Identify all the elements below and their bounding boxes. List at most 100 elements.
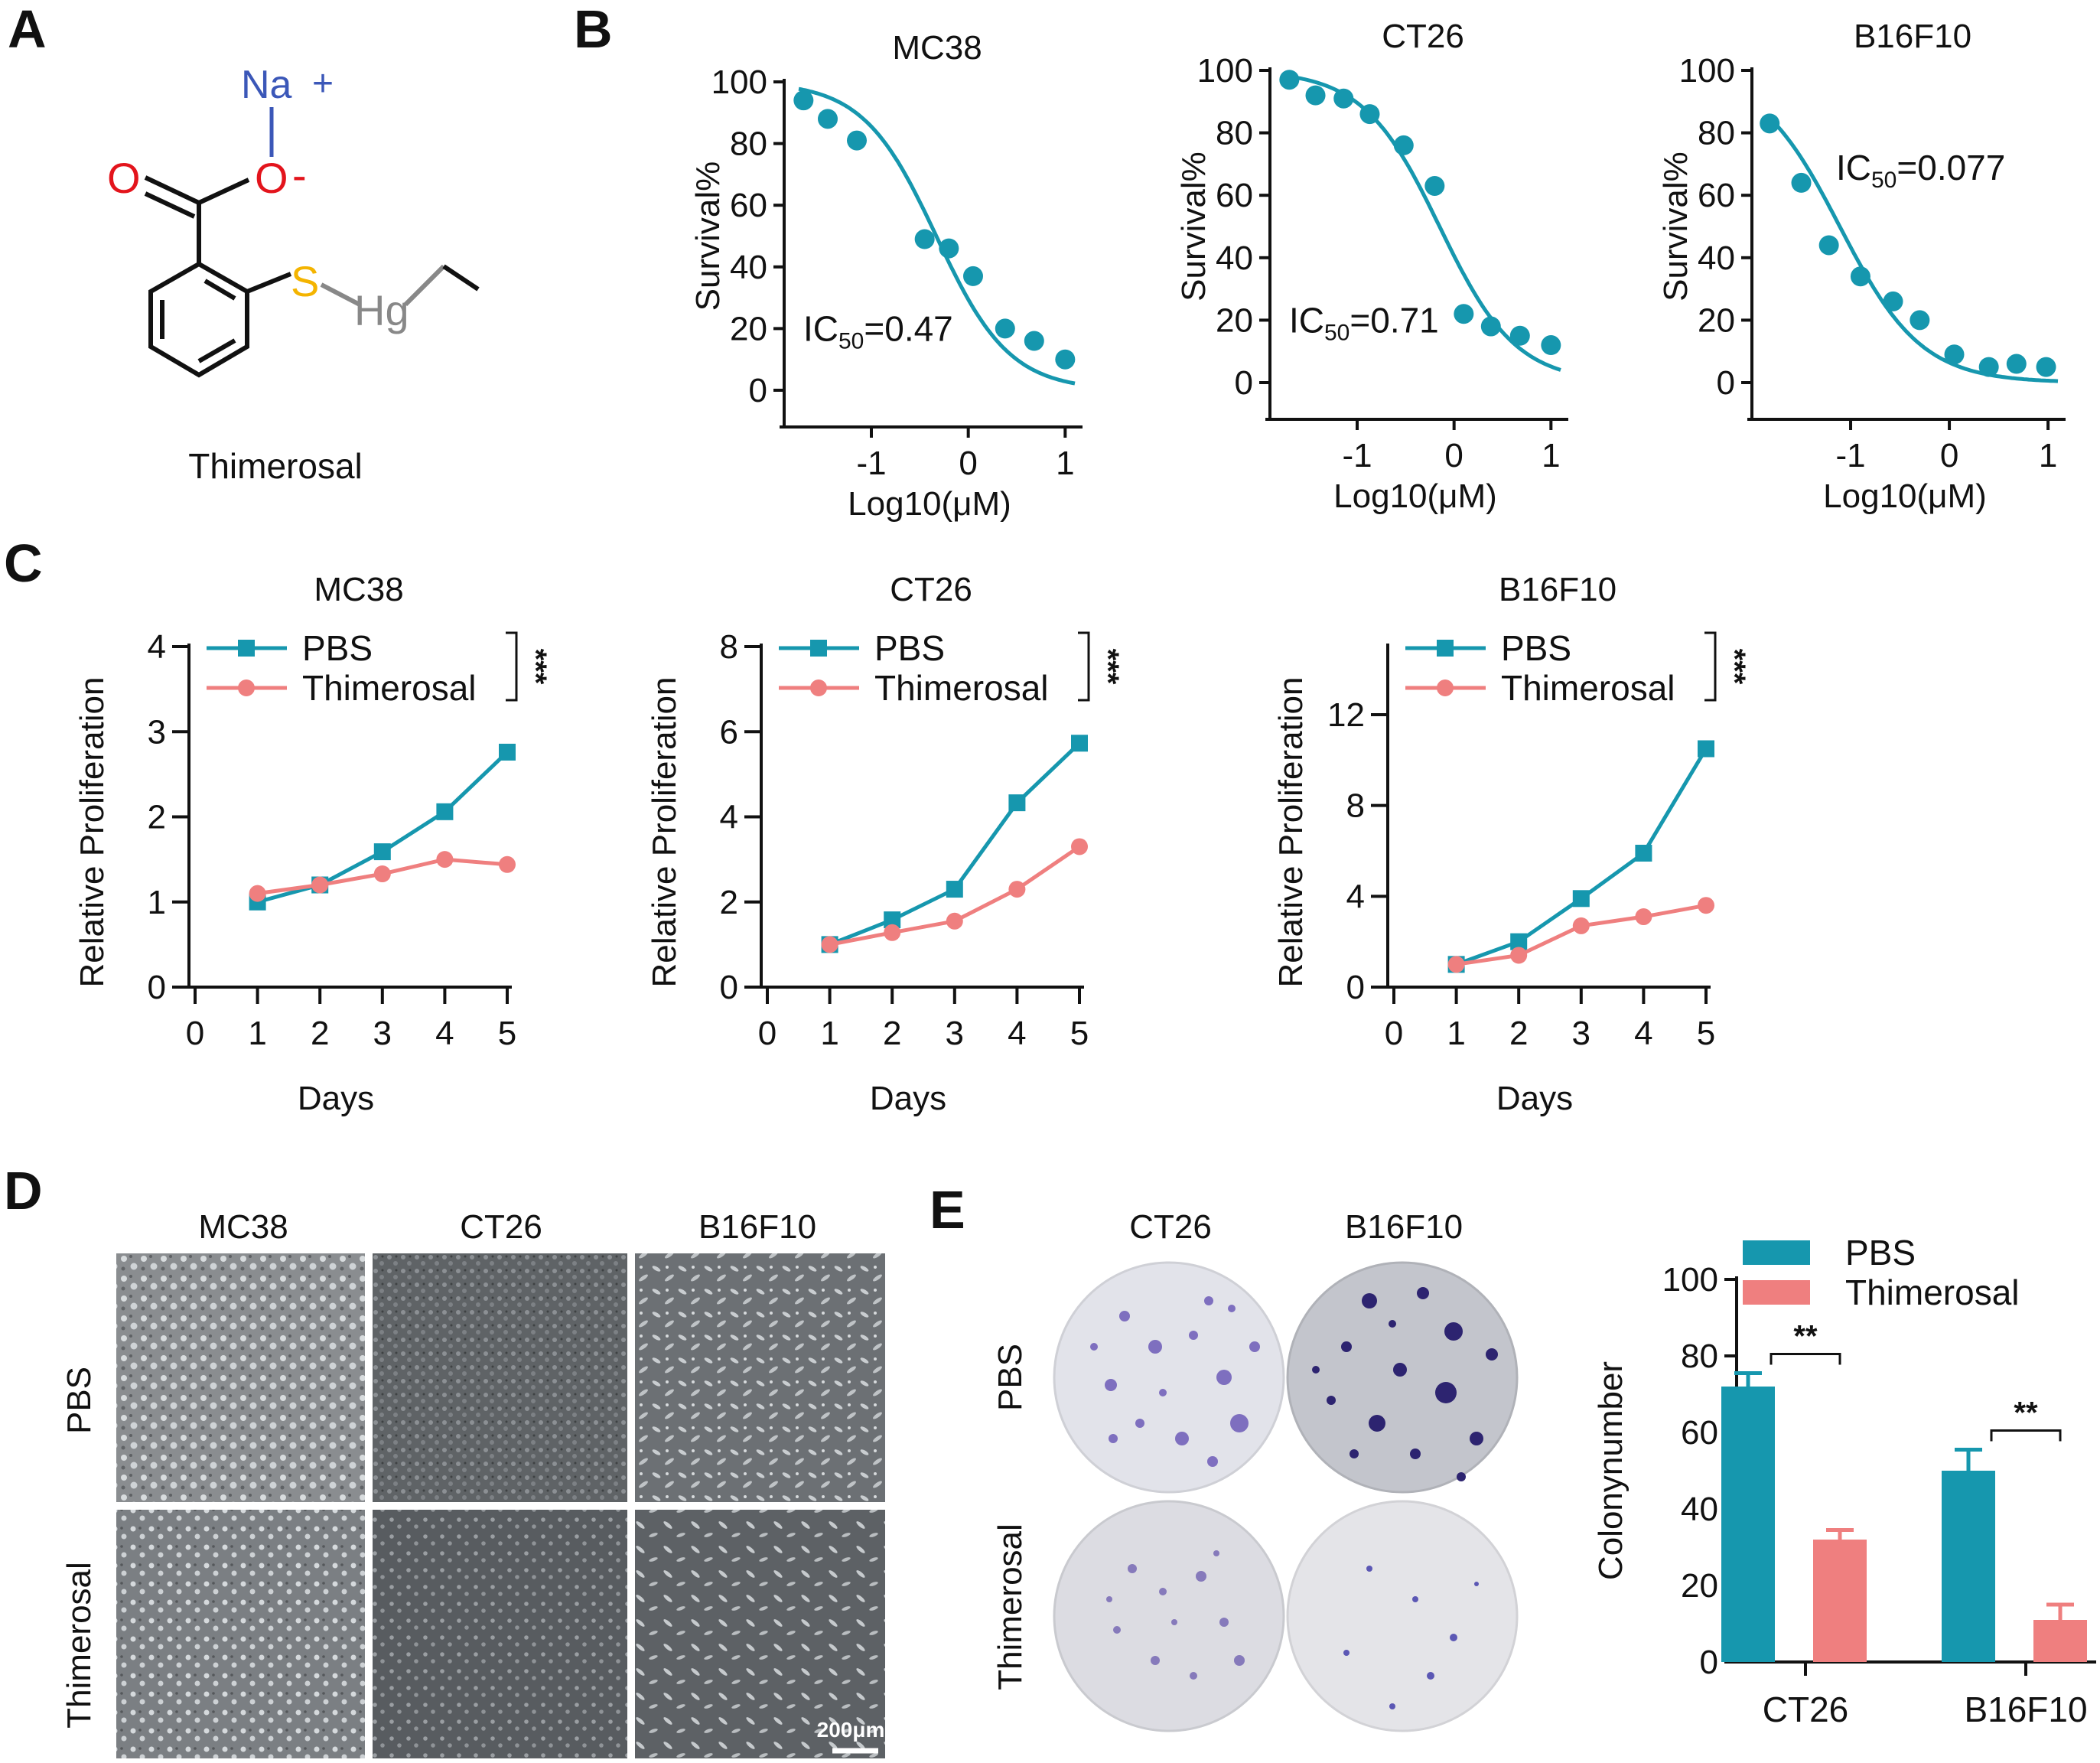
y-tick-label: 2	[720, 884, 738, 921]
data-point	[946, 881, 963, 898]
bar	[1942, 1471, 1995, 1662]
significance-bracket	[1990, 1429, 2062, 1442]
data-point	[249, 885, 266, 902]
y-tick-label: 100	[1679, 52, 1735, 90]
legend-swatch	[1743, 1280, 1810, 1305]
data-point	[1071, 838, 1088, 855]
data-point	[499, 855, 516, 873]
data-point	[1698, 897, 1714, 914]
data-point	[1818, 235, 1839, 256]
chart-title: CT26	[1382, 18, 1464, 55]
y-tick-label: 0	[749, 372, 767, 409]
data-point	[793, 90, 814, 111]
significance-label: **	[2014, 1396, 2038, 1430]
y-tick-label: 60	[1698, 177, 1735, 214]
y-tick-label: 60	[1681, 1414, 1718, 1452]
x-axis-title: Days	[298, 1080, 374, 1117]
y-tick-label: 0	[1346, 969, 1365, 1006]
bar	[1813, 1540, 1867, 1662]
sulfur-label: S	[291, 257, 319, 305]
chart-b-mc38: 0 20 40 60 80 100 -1 0 1 Log10(μM) Survival% MC38 IC…	[689, 29, 1083, 523]
x-tick-label: CT26	[1763, 1690, 1848, 1729]
y-tick-label: 20	[1216, 301, 1253, 339]
bar	[1721, 1387, 1775, 1662]
y-tick-label: 40	[1216, 240, 1253, 277]
dish-pbs-b16f10	[1286, 1261, 1519, 1494]
legend-marker	[238, 640, 255, 657]
y-tick-label: 80	[1216, 115, 1253, 152]
chart-title: B16F10	[1499, 571, 1617, 608]
y-axis-title: Relative Proliferation	[646, 677, 683, 988]
y-tick-label: 40	[1681, 1491, 1718, 1528]
chart-title: MC38	[314, 571, 403, 608]
x-axis-title: Log10(μM)	[848, 485, 1011, 523]
significance-bracket	[1078, 631, 1090, 702]
data-point	[1480, 316, 1501, 337]
y-axis-title: Survival%	[1657, 152, 1695, 301]
data-point	[1279, 70, 1300, 90]
fit-curve	[1284, 73, 1561, 372]
legend-label: PBS	[1845, 1233, 1916, 1273]
micrograph-grid	[116, 1253, 885, 1758]
y-tick-label: 8	[720, 628, 738, 666]
carbonyl-oxygen: O	[107, 154, 141, 202]
data-point	[1944, 344, 1965, 365]
x-axis-title: Days	[1496, 1080, 1573, 1117]
y-tick-label: 40	[1698, 240, 1735, 277]
x-tick-label: 0	[186, 1015, 204, 1052]
data-point	[436, 851, 454, 868]
significance-label: ***	[519, 649, 552, 685]
legend-label: Thimerosal	[1501, 668, 1675, 708]
x-tick-label: 0	[1940, 437, 1958, 474]
micro-col-b16f10: B16F10	[698, 1208, 816, 1246]
y-tick-label: 20	[730, 310, 767, 347]
data-point	[1850, 266, 1870, 287]
x-tick-label: 0	[1444, 437, 1463, 474]
data-point	[1305, 85, 1326, 106]
data-point	[1333, 88, 1354, 109]
series-line	[1456, 903, 1707, 966]
y-tick-label: 100	[1197, 52, 1253, 90]
y-tick-label: 40	[730, 249, 767, 286]
x-tick-label: 2	[1509, 1015, 1528, 1052]
micro-col-mc38: MC38	[198, 1208, 288, 1246]
legend-marker	[238, 679, 255, 696]
data-point	[1509, 325, 1530, 346]
y-tick-label: 4	[1346, 878, 1365, 915]
data-point	[1447, 956, 1465, 973]
y-tick-label: 0	[1700, 1644, 1718, 1681]
ic50-annotation: IC50=0.077	[1836, 148, 2005, 193]
data-point	[1454, 304, 1474, 324]
data-point	[1572, 917, 1590, 934]
sodium-label: Na	[241, 63, 292, 107]
y-tick-label: 80	[1698, 115, 1735, 152]
x-tick-label: 1	[2039, 437, 2057, 474]
x-tick-label: 5	[1070, 1015, 1089, 1052]
x-tick-label: 0	[758, 1015, 777, 1052]
data-point	[1008, 794, 1026, 812]
legend-label: PBS	[302, 628, 373, 668]
bar	[2033, 1620, 2087, 1662]
dish-col-b16f10: B16F10	[1345, 1208, 1463, 1246]
chart-title: MC38	[892, 29, 982, 67]
x-tick-label: 1	[820, 1015, 838, 1052]
data-point	[311, 876, 329, 894]
legend-label: Thimerosal	[1845, 1273, 2020, 1312]
micrograph-pbs-b16f10	[635, 1253, 885, 1502]
micro-row-thimerosal: Thimerosal	[60, 1562, 98, 1729]
x-tick-label: B16F10	[1964, 1690, 2087, 1729]
legend-label: Thimerosal	[302, 668, 477, 708]
significance-bracket	[506, 631, 518, 702]
y-axis-title: Colonynumber	[1592, 1361, 1630, 1580]
y-tick-label: 80	[730, 125, 767, 163]
data-point	[821, 936, 838, 953]
x-tick-label: 0	[959, 445, 977, 482]
micrograph-thimerosal-mc38	[116, 1510, 365, 1758]
data-point	[1635, 908, 1652, 926]
x-tick-label: 4	[1634, 1015, 1652, 1052]
x-tick-label: 4	[1008, 1015, 1026, 1052]
data-point	[1359, 104, 1380, 125]
data-point	[818, 109, 838, 129]
data-point	[1883, 291, 1903, 311]
